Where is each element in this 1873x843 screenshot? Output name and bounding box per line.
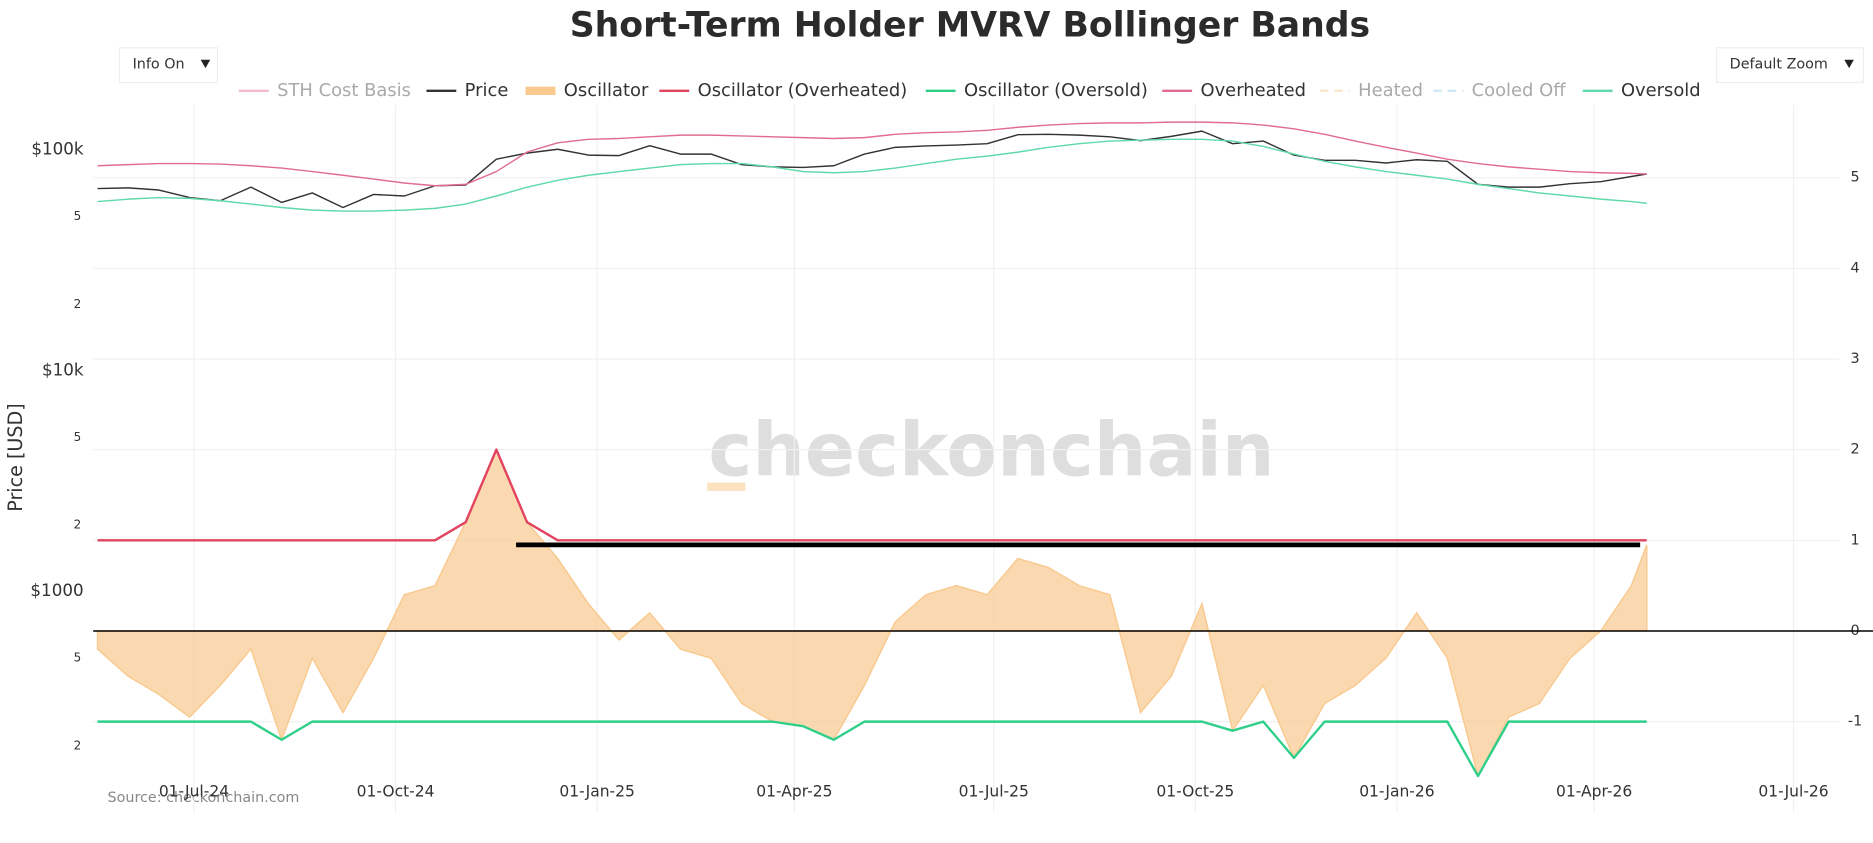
series-line [97,448,1647,542]
zoom-dropdown[interactable]: Default Zoom [1715,47,1865,84]
legend-item[interactable]: Price [426,80,508,101]
x-tick-label: 01-Jul-24 [159,782,229,800]
legend-item[interactable]: Heated [1319,80,1423,101]
x-tick-label: 01-Apr-26 [1556,782,1632,800]
legend-item[interactable]: Oscillator (Overheated) [659,80,907,101]
dropdown-box [118,47,218,84]
x-tick-label: 01-Jan-25 [559,782,634,800]
y2-tick-label: 2 [1851,442,1860,458]
y2-tick-label: 3 [1851,351,1860,367]
y2-tick-label: -1 [1848,714,1862,730]
dropdown-label: Info On [133,57,185,73]
legend-item[interactable]: Oversold [1582,80,1701,101]
legend-item[interactable]: Overheated [1162,80,1306,101]
legend-label: Oscillator [564,80,649,101]
y-tick-label: 5 [74,430,82,444]
legend-label: STH Cost Basis [277,80,411,101]
legend-label: Overheated [1200,80,1305,101]
y-tick-label: 2 [74,518,82,532]
x-tick-label: 01-Apr-25 [756,782,832,800]
dropdown-arrow [200,59,211,69]
y2-tick-label: 1 [1851,532,1860,548]
y-tick-label: 2 [74,297,82,311]
y2-tick-label: 5 [1851,170,1860,186]
y-tick-label: $100k [31,139,84,159]
legend: STH Cost Basis Price Oscillator Oscillator … [238,80,1701,101]
legend-label: Oversold [1621,80,1701,101]
x-tick-label: 01-Oct-25 [1156,782,1234,800]
legend-label: Cooled Off [1472,80,1567,101]
dropdown-label: Default Zoom [1730,57,1828,73]
dropdown-arrow [1844,59,1854,69]
y-axis-title: Price [USD] [4,403,27,511]
y-tick-label: 2 [74,738,82,752]
legend-label: Price [465,80,509,101]
dropdown-box [1715,47,1865,84]
legend-item[interactable]: STH Cost Basis [238,80,411,101]
x-tick-label: 01-Jul-26 [1758,782,1828,800]
source-note: Source: checkonchain.com [108,790,300,806]
x-tick-label: 01-Jan-26 [1359,782,1434,800]
y2-tick-label: 4 [1851,260,1860,276]
legend-label: Oscillator (Overheated) [698,80,908,101]
legend-label: Oscillator (Oversold) [964,80,1148,101]
chart-title: Short-Term Holder MVRV Bollinger Bands [570,5,1370,45]
series-line [97,720,1647,778]
series-line [97,130,1647,209]
series-line [97,121,1647,187]
y-tick-label: $1000 [30,580,83,600]
x-tick-label: 01-Jul-25 [959,782,1029,800]
legend-item[interactable]: Oscillator [525,80,649,101]
info-dropdown[interactable]: Info On [118,47,218,84]
oscillator-area [96,447,1648,779]
y-tick-label: $10k [42,359,84,379]
plot-area [93,121,1873,779]
legend-item[interactable]: Cooled Off [1433,80,1566,101]
y-tick-label: 5 [74,651,82,665]
watermark: checkonchain [708,408,1274,494]
series-line [97,138,1647,212]
y-tick-label: 5 [74,209,82,223]
watermark-bar [707,482,746,491]
legend-label: Heated [1358,80,1423,101]
x-tick-label: 01-Oct-24 [357,782,435,800]
legend-item[interactable]: Oscillator (Oversold) [925,80,1148,101]
